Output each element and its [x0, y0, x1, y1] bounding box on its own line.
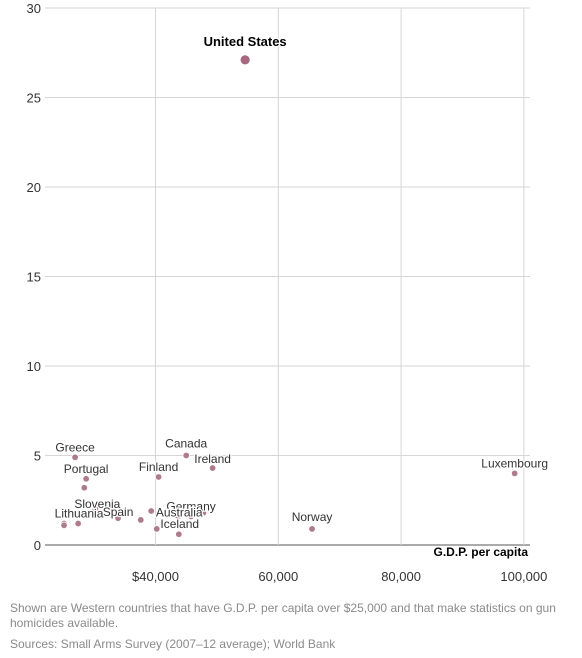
x-axis-label: G.D.P. per capita: [434, 545, 529, 559]
x-tick-label: 60,000: [258, 569, 298, 584]
chart-sources: Sources: Small Arms Survey (2007–12 aver…: [10, 637, 336, 651]
data-point: [208, 464, 217, 472]
y-tick-label: 0: [34, 538, 41, 553]
scatter-chart: 0 5 10 15 20 25 30 $40,000 60,000 80,000 100,000 G.…: [27, 1, 550, 584]
point-label: Iceland: [160, 517, 199, 531]
chart-note: Shown are Western countries that have G.…: [10, 601, 556, 630]
point-label: Germany: [166, 499, 215, 513]
data-point: [239, 54, 251, 66]
x-tick-label: 100,000: [500, 569, 547, 584]
data-point: [154, 473, 163, 481]
point-label: Lithuania: [55, 507, 104, 521]
data-point: [74, 519, 82, 528]
data-point: [182, 451, 190, 460]
y-tick-label: 10: [27, 359, 41, 374]
point-label: Finland: [139, 460, 178, 474]
data-point: [71, 453, 79, 461]
point-label: Portugal: [64, 462, 109, 476]
data-point: [153, 525, 161, 533]
point-label: Ireland: [194, 452, 231, 466]
y-tick-label: 30: [27, 1, 41, 16]
point-label: Greece: [55, 440, 95, 454]
point-label: United States: [204, 34, 287, 49]
data-point: [175, 530, 183, 538]
data-point: [114, 514, 122, 522]
y-tick-label: 15: [27, 270, 41, 285]
data-point: [80, 484, 88, 492]
data-point: [174, 512, 182, 521]
data-point: [308, 525, 316, 533]
y-tick-label: 5: [34, 449, 41, 464]
point-label: Norway: [292, 510, 333, 524]
x-tick-label: $40,000: [132, 569, 179, 584]
point-label: Canada: [165, 437, 207, 451]
data-point: [199, 509, 208, 517]
x-tick-label: 80,000: [381, 569, 421, 584]
data-point: [60, 521, 68, 530]
y-tick-label: 25: [27, 91, 41, 106]
point-label: Luxembourg: [481, 456, 548, 470]
data-point: [82, 475, 90, 483]
point-label: Spain: [103, 505, 134, 519]
data-point: [137, 516, 145, 524]
chart-area: 0 5 10 15 20 25 30 $40,000 60,000 80,000 100,000 G.…: [27, 1, 550, 584]
data-point: [510, 469, 519, 478]
data-point: [91, 505, 100, 513]
data-point: [187, 512, 195, 521]
point-label: Slovenia: [74, 497, 120, 511]
y-tick-label: 20: [27, 180, 41, 195]
point-label: Australia: [156, 505, 203, 519]
data-point: [147, 507, 155, 515]
